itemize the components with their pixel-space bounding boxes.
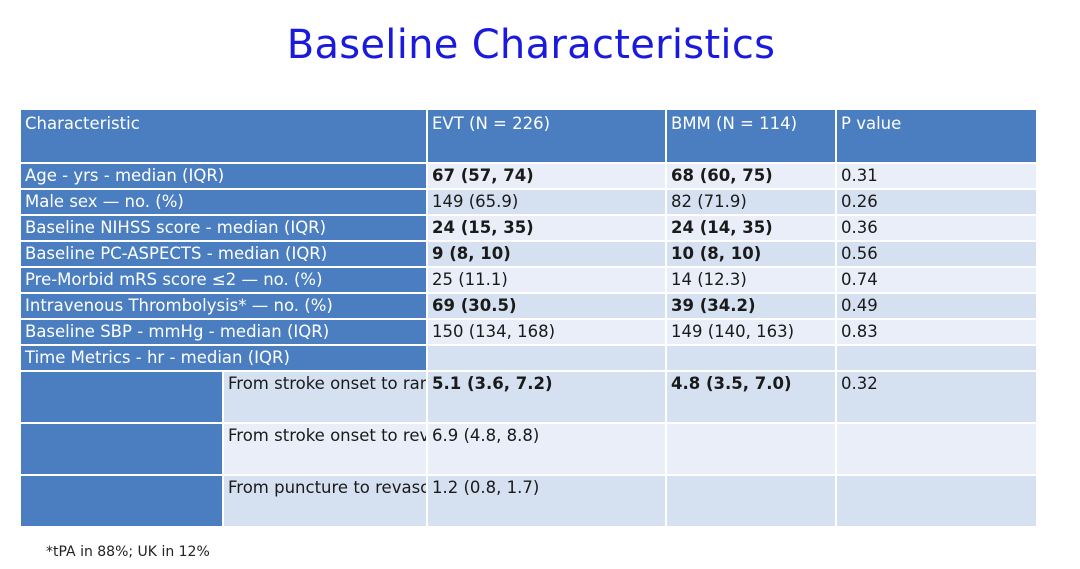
evt-value: 150 (134, 168)	[426, 318, 667, 346]
p-value	[835, 344, 1038, 372]
row-label: Intravenous Thrombolysis* — no. (%)	[19, 292, 428, 320]
table-row: Baseline SBP - mmHg - median (IQR) 150 (…	[19, 318, 1038, 346]
indent-cell	[19, 370, 224, 424]
evt-value: 24 (15, 35)	[426, 214, 667, 242]
p-value	[835, 422, 1038, 476]
bmm-value: 82 (71.9)	[665, 188, 837, 216]
p-value: 0.31	[835, 162, 1038, 190]
sub-row-label: From stroke onset to revascularization	[222, 422, 428, 476]
bmm-value: 24 (14, 35)	[665, 214, 837, 242]
table-row: Age - yrs - median (IQR) 67 (57, 74) 68 …	[19, 162, 1038, 190]
p-value: 0.26	[835, 188, 1038, 216]
evt-value: 9 (8, 10)	[426, 240, 667, 268]
bmm-value: 14 (12.3)	[665, 266, 837, 294]
bmm-value: 10 (8, 10)	[665, 240, 837, 268]
indent-cell	[19, 422, 224, 476]
slide-title: Baseline Characteristics	[286, 22, 776, 68]
bmm-value: 68 (60, 75)	[665, 162, 837, 190]
header-evt: EVT (N = 226)	[426, 108, 667, 164]
indent-cell	[19, 474, 224, 528]
table-row: Baseline PC-ASPECTS - median (IQR) 9 (8,…	[19, 240, 1038, 268]
evt-value: 1.2 (0.8, 1.7)	[426, 474, 667, 528]
p-value: 0.74	[835, 266, 1038, 294]
p-value: 0.56	[835, 240, 1038, 268]
table-row: Pre-Morbid mRS score ≤2 — no. (%) 25 (11…	[19, 266, 1038, 294]
header-p-value: P value	[835, 108, 1038, 164]
row-label: Baseline NIHSS score - median (IQR)	[19, 214, 428, 242]
header-bmm: BMM (N = 114)	[665, 108, 837, 164]
bmm-value: 4.8 (3.5, 7.0)	[665, 370, 837, 424]
row-label: Pre-Morbid mRS score ≤2 — no. (%)	[19, 266, 428, 294]
row-label: Age - yrs - median (IQR)	[19, 162, 428, 190]
table-header-row: Characteristic EVT (N = 226) BMM (N = 11…	[19, 108, 1038, 164]
evt-value	[426, 344, 667, 372]
bmm-value	[665, 422, 837, 476]
p-value	[835, 474, 1038, 528]
table-row: Intravenous Thrombolysis* — no. (%) 69 (…	[19, 292, 1038, 320]
evt-value: 5.1 (3.6, 7.2)	[426, 370, 667, 424]
header-characteristic: Characteristic	[19, 108, 428, 164]
row-label: Baseline SBP - mmHg - median (IQR)	[19, 318, 428, 346]
evt-value: 67 (57, 74)	[426, 162, 667, 190]
p-value: 0.32	[835, 370, 1038, 424]
baseline-table: Characteristic EVT (N = 226) BMM (N = 11…	[19, 108, 1038, 528]
bmm-value	[665, 344, 837, 372]
bmm-value	[665, 474, 837, 528]
sub-row-label: From puncture to revascularization	[222, 474, 428, 528]
evt-value: 25 (11.1)	[426, 266, 667, 294]
table-row: Time Metrics - hr - median (IQR)	[19, 344, 1038, 372]
evt-value: 6.9 (4.8, 8.8)	[426, 422, 667, 476]
evt-value: 149 (65.9)	[426, 188, 667, 216]
footnote: *tPA in 88%; UK in 12%	[46, 544, 210, 560]
table-row: From stroke onset to randomization 5.1 (…	[19, 370, 1038, 424]
time-metrics-label: Time Metrics - hr - median (IQR)	[19, 344, 428, 372]
bmm-value: 39 (34.2)	[665, 292, 837, 320]
sub-row-label: From stroke onset to randomization	[222, 370, 428, 424]
table-row: Male sex — no. (%) 149 (65.9) 82 (71.9) …	[19, 188, 1038, 216]
table-row: From puncture to revascularization 1.2 (…	[19, 474, 1038, 528]
table-row: From stroke onset to revascularization 6…	[19, 422, 1038, 476]
p-value: 0.83	[835, 318, 1038, 346]
p-value: 0.36	[835, 214, 1038, 242]
bmm-value: 149 (140, 163)	[665, 318, 837, 346]
table-row: Baseline NIHSS score - median (IQR) 24 (…	[19, 214, 1038, 242]
row-label: Male sex — no. (%)	[19, 188, 428, 216]
evt-value: 69 (30.5)	[426, 292, 667, 320]
p-value: 0.49	[835, 292, 1038, 320]
row-label: Baseline PC-ASPECTS - median (IQR)	[19, 240, 428, 268]
